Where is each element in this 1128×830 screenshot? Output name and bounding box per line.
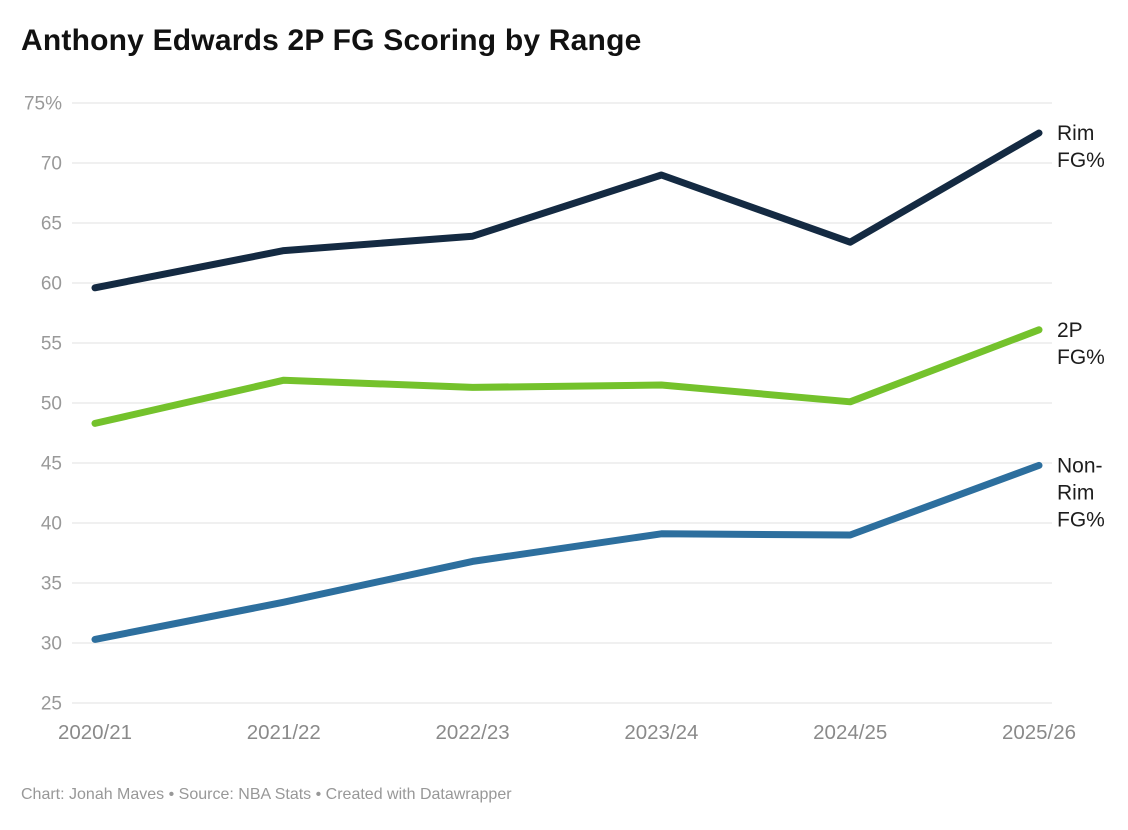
line-rim-fg[interactable]	[91, 129, 1043, 292]
series-2p-fg: 2P FG%	[91, 319, 1105, 427]
series-non-rim-fg: Non-Rim FG%	[91, 454, 1105, 643]
y-tick-label: 55	[41, 334, 62, 355]
direct-label-rim-fg: Rim FG%	[1057, 122, 1105, 172]
y-tick-label: 25	[41, 694, 62, 715]
x-tick-label: 2023/24	[624, 721, 698, 744]
y-tick-label: 30	[41, 634, 62, 655]
y-tick-label: 70	[41, 154, 62, 175]
y-tick-label: 50	[41, 394, 62, 415]
x-axis: 2020/21 2021/22 2022/23 2023/24 2024/25 2025/…	[58, 721, 1076, 744]
direct-label-non-rim-fg: Non-Rim FG%	[1057, 454, 1105, 531]
y-axis: 75% 70 65 60 55 50 45 40 35 30 25	[24, 94, 1052, 715]
line-2p-fg[interactable]	[91, 326, 1043, 427]
x-tick-label: 2024/25	[813, 721, 887, 744]
chart-footer-attribution: Chart: Jonah Maves • Source: NBA Stats •…	[21, 786, 512, 803]
series-rim-fg: Rim FG%	[91, 122, 1105, 292]
direct-label-2p-fg: 2P FG%	[1057, 319, 1105, 369]
x-tick-label: 2020/21	[58, 721, 132, 744]
line-non-rim-fg[interactable]	[91, 461, 1043, 643]
y-tick-label: 35	[41, 574, 62, 595]
y-tick-label: 60	[41, 274, 62, 295]
chart-title: Anthony Edwards 2P FG Scoring by Range	[21, 24, 642, 57]
y-tick-label: 65	[41, 214, 62, 235]
x-tick-label: 2025/26	[1002, 721, 1076, 744]
y-tick-label: 45	[41, 454, 62, 475]
x-tick-label: 2022/23	[436, 721, 510, 744]
y-tick-label: 40	[41, 514, 62, 535]
x-tick-label: 2021/22	[247, 721, 321, 744]
y-tick-label: 75%	[24, 94, 62, 115]
